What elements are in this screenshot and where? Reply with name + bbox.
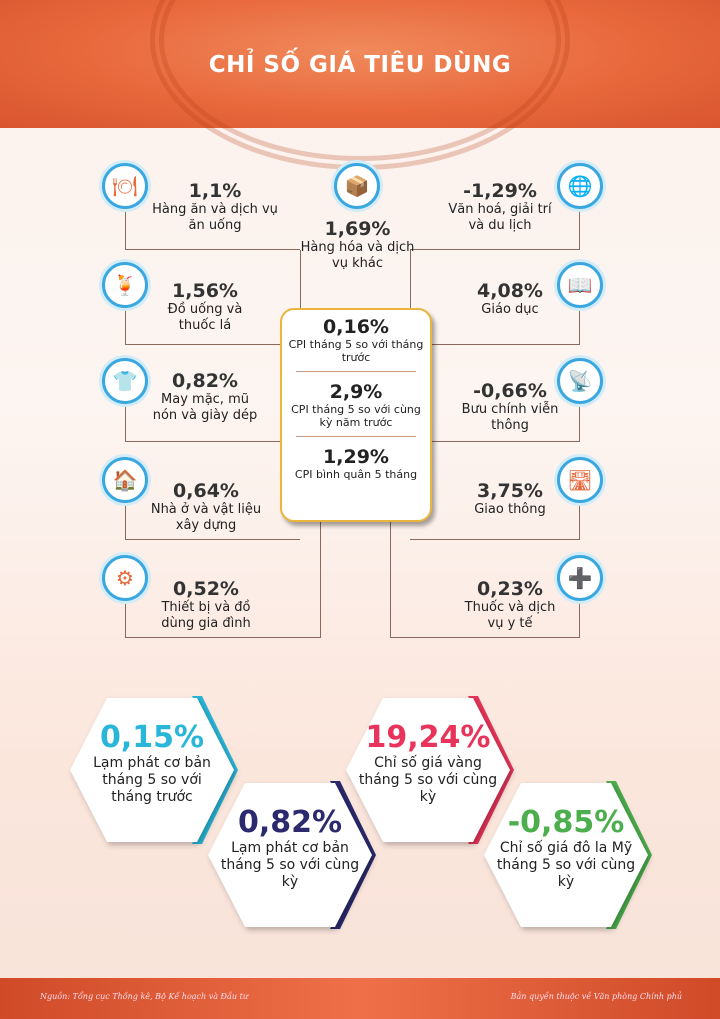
category-label: Bưu chính viễn thông xyxy=(461,402,559,433)
category-appliances: 0,52% Thiết bị và đồ dùng gia đình xyxy=(150,578,262,632)
hex-value: 0,82% xyxy=(237,805,343,840)
category-food: 1,1% Hàng ăn và dịch vụ ăn uống xyxy=(150,180,280,234)
category-label: Giao thông xyxy=(474,502,546,517)
hex-value: 0,15% xyxy=(99,720,205,755)
globe-travel-icon: 🌐 xyxy=(557,163,603,209)
category-label: May mặc, mũ nón và giày dép xyxy=(152,392,258,423)
connector-line xyxy=(432,402,580,442)
category-drinks: 1,56% Đồ uống và thuốc lá xyxy=(150,280,260,334)
cpi-label: CPI tháng 5 so với tháng trước xyxy=(288,338,424,364)
hex-value: 19,24% xyxy=(365,720,491,755)
connector-line xyxy=(432,305,580,345)
footer-copyright: Bản quyền thuộc về Văn phòng Chính phủ xyxy=(510,992,682,1001)
goods-boxes-icon: 📦 xyxy=(334,163,380,209)
hex-value: -0,85% xyxy=(507,805,625,840)
category-clothing: 0,82% May mặc, mũ nón và giày dép xyxy=(150,370,260,424)
footer-source: Nguồn: Tổng cục Thống kê, Bộ Kế hoạch và… xyxy=(40,992,248,1001)
category-label: Hàng ăn và dịch vụ ăn uống xyxy=(152,202,278,233)
hex-label: Chỉ số giá đô la Mỹ tháng 5 so với cùng … xyxy=(496,840,636,890)
hexagon-body xyxy=(346,698,510,842)
divider xyxy=(296,436,416,437)
category-transport: 3,75% Giao thông xyxy=(460,480,560,518)
hexagon-shape xyxy=(346,696,514,844)
category-medical: 0,23% Thuốc và dịch vụ y tế xyxy=(455,578,565,632)
category-education: 4,08% Giáo dục xyxy=(460,280,560,318)
category-label: Thiết bị và đồ dùng gia đình xyxy=(161,600,251,631)
connector-line xyxy=(410,250,411,310)
connector-line xyxy=(410,500,580,540)
connector-line xyxy=(125,402,280,442)
connector-line xyxy=(125,305,280,345)
category-value: 0,52% xyxy=(173,578,239,600)
hexagon-shape xyxy=(70,696,238,844)
road-icon: 🛣 xyxy=(557,457,603,503)
category-label: Hàng hóa và dịch vụ khác xyxy=(300,240,415,271)
book-icon: 📖 xyxy=(557,262,603,308)
hexagon-shape xyxy=(208,781,376,929)
category-value: -0,66% xyxy=(473,380,547,402)
category-culture: -1,29% Văn hoá, giải trí và du lịch xyxy=(440,180,560,234)
category-value: 0,82% xyxy=(172,370,238,392)
page-title: CHỈ SỐ GIÁ TIÊU DÙNG xyxy=(208,52,512,78)
connector-line xyxy=(125,210,300,250)
hexagon-body xyxy=(484,783,648,927)
cpi-label: CPI tháng 5 so với cùng kỳ năm trước xyxy=(291,403,421,429)
footer: Nguồn: Tổng cục Thống kê, Bộ Kế hoạch và… xyxy=(0,978,720,1019)
cpi-value: 2,9% xyxy=(329,381,383,403)
category-value: 4,08% xyxy=(477,280,543,302)
connector-line xyxy=(125,598,320,638)
category-label: Đồ uống và thuốc lá xyxy=(167,302,243,333)
cpi-average: 1,29% CPI bình quân 5 tháng xyxy=(282,440,430,485)
category-housing: 0,64% Nhà ở và vật liệu xây dựng xyxy=(150,480,262,534)
food-tray-icon: 🍽 xyxy=(102,163,148,209)
cpi-year: 2,9% CPI tháng 5 so với cùng kỳ năm trước xyxy=(282,375,430,433)
category-value: 0,23% xyxy=(477,578,543,600)
cpi-month: 0,16% CPI tháng 5 so với tháng trước xyxy=(282,310,430,368)
category-value: 1,56% xyxy=(172,280,238,302)
appliance-icon: ⚙ xyxy=(102,555,148,601)
connector-line xyxy=(390,522,391,638)
cpi-summary-box: 0,16% CPI tháng 5 so với tháng trước 2,9%… xyxy=(280,308,432,522)
connector-line xyxy=(320,522,321,638)
category-value: -1,29% xyxy=(463,180,537,202)
category-label: Thuốc và dịch vụ y tế xyxy=(464,600,556,631)
category-value: 0,64% xyxy=(173,480,239,502)
house-icon: 🏠 xyxy=(102,457,148,503)
hexagon-body xyxy=(70,698,234,842)
category-other-goods: 1,69% Hàng hóa và dịch vụ khác xyxy=(300,218,415,272)
cpi-label: CPI bình quân 5 tháng xyxy=(294,468,418,481)
category-label: Giáo dục xyxy=(481,302,539,317)
cpi-value: 1,29% xyxy=(323,446,389,468)
satellite-dish-icon: 📡 xyxy=(557,358,603,404)
hexagon-shape xyxy=(484,781,652,929)
category-value: 1,1% xyxy=(188,180,242,202)
hex-gold-price: 19,24% Chỉ số giá vàng tháng 5 so với cùn… xyxy=(338,690,518,850)
category-telecom: -0,66% Bưu chính viễn thông xyxy=(455,380,565,434)
category-label: Văn hoá, giải trí và du lịch xyxy=(448,202,552,233)
hex-usd-price: -0,85% Chỉ số giá đô la Mỹ tháng 5 so với… xyxy=(476,775,656,935)
divider xyxy=(296,371,416,372)
drinks-icon: 🍹 xyxy=(102,262,148,308)
medical-kit-icon: ➕ xyxy=(557,555,603,601)
hex-label: Lạm phát cơ bản tháng 5 so với cùng kỳ xyxy=(220,840,360,890)
clothing-icon: 👕 xyxy=(102,358,148,404)
category-label: Nhà ở và vật liệu xây dựng xyxy=(150,502,262,533)
category-value: 3,75% xyxy=(477,480,543,502)
bronze-drum-pattern xyxy=(150,0,570,170)
hex-label: Chỉ số giá vàng tháng 5 so với cùng kỳ xyxy=(358,755,498,805)
hex-core-inflation-year: 0,82% Lạm phát cơ bản tháng 5 so với cùng… xyxy=(200,775,380,935)
connector-line xyxy=(300,250,301,310)
category-value: 1,69% xyxy=(324,218,391,240)
hex-label: Lạm phát cơ bản tháng 5 so với tháng trư… xyxy=(93,755,211,805)
connector-line xyxy=(125,500,300,540)
connector-line xyxy=(390,598,580,638)
hexagon-body xyxy=(208,783,372,927)
hex-core-inflation-month: 0,15% Lạm phát cơ bản tháng 5 so với thán… xyxy=(62,690,242,850)
cpi-value: 0,16% xyxy=(323,316,389,338)
connector-line xyxy=(410,210,580,250)
